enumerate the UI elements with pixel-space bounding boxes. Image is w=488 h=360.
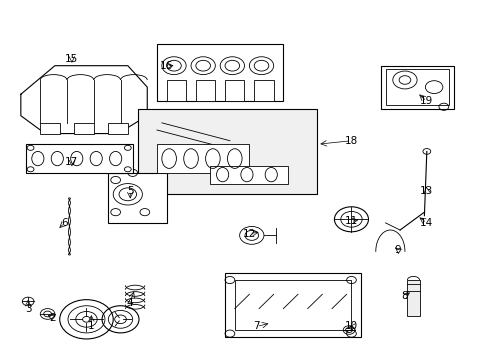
Bar: [166, 80, 186, 102]
Bar: [26, 144, 132, 173]
Text: 10: 10: [344, 321, 357, 332]
Bar: [224, 80, 244, 102]
Text: 9: 9: [393, 245, 400, 255]
Bar: [74, 123, 94, 134]
Text: 3: 3: [25, 303, 31, 314]
Bar: [108, 123, 127, 134]
Bar: [380, 66, 453, 109]
Text: 1: 1: [88, 321, 95, 332]
Bar: [224, 273, 361, 337]
Bar: [157, 44, 283, 102]
Text: 5: 5: [127, 186, 133, 196]
Text: 8: 8: [401, 291, 407, 301]
Text: 14: 14: [419, 218, 432, 228]
Text: 2: 2: [49, 312, 56, 323]
Bar: [137, 109, 317, 194]
Text: 16: 16: [160, 61, 173, 71]
Text: 4: 4: [127, 298, 133, 308]
Bar: [157, 144, 249, 173]
Bar: [196, 80, 215, 102]
Text: 13: 13: [419, 186, 432, 196]
Bar: [407, 280, 419, 316]
Bar: [254, 80, 273, 102]
Text: 19: 19: [419, 96, 432, 107]
Bar: [40, 123, 60, 134]
Text: 18: 18: [344, 136, 357, 146]
Text: 17: 17: [65, 157, 79, 167]
Text: 11: 11: [344, 216, 357, 226]
Text: 15: 15: [65, 54, 79, 64]
Text: 6: 6: [61, 218, 68, 228]
Text: 12: 12: [242, 229, 255, 239]
Bar: [385, 69, 448, 105]
Text: 7: 7: [253, 321, 260, 332]
Bar: [108, 173, 166, 223]
Bar: [210, 166, 287, 184]
Bar: [234, 280, 351, 330]
